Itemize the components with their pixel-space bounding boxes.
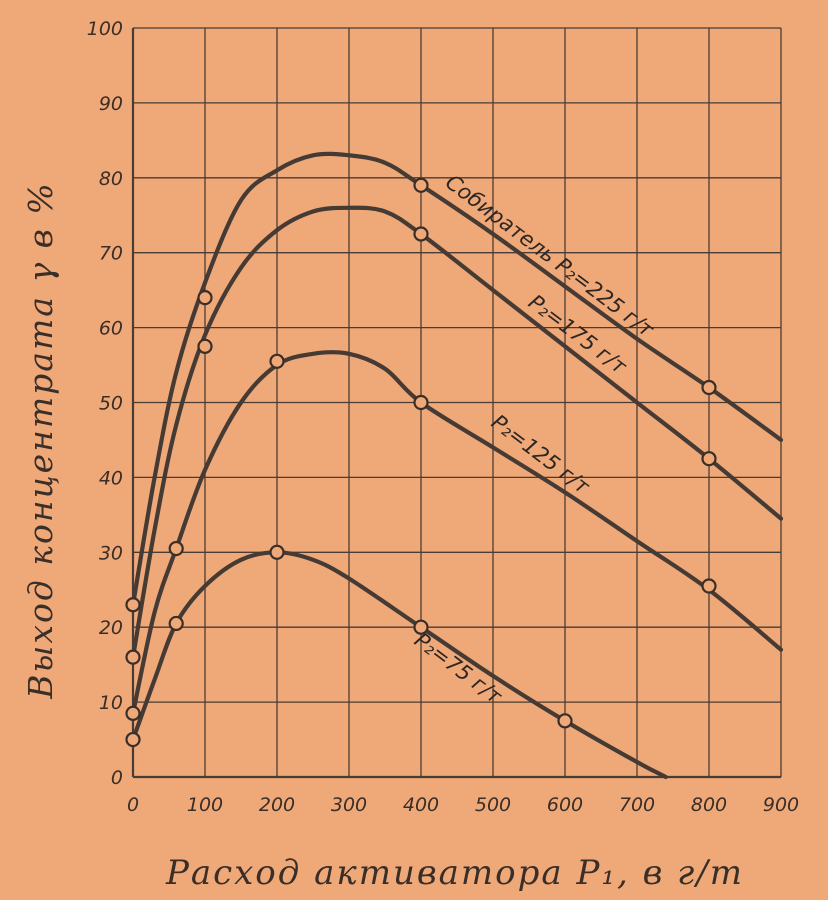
x-tick-label: 0 xyxy=(127,794,139,816)
data-point xyxy=(269,353,285,369)
data-point xyxy=(701,379,717,396)
series xyxy=(130,151,784,780)
y-tick-label: 0 xyxy=(111,767,123,789)
data-markers xyxy=(125,177,717,748)
y-tick-label: 100 xyxy=(87,18,123,40)
y-tick-label: 70 xyxy=(99,243,123,265)
y-axis-label: Выход концентрата γ в % xyxy=(21,181,60,699)
x-tick-label: 900 xyxy=(763,794,799,816)
series-label-75: Р₂=75 г/т xyxy=(410,628,507,709)
y-tick-label: 20 xyxy=(99,617,123,639)
data-point xyxy=(413,619,429,635)
data-point xyxy=(413,226,429,242)
x-tick-label: 300 xyxy=(331,794,367,816)
data-point xyxy=(168,540,184,557)
x-tick-label: 700 xyxy=(619,794,655,816)
tick-labels: 0 100 200 300 400 500 600 700 800 900 0 10 20 30 40 50 6… xyxy=(87,18,799,816)
x-tick-label: 600 xyxy=(547,794,583,816)
y-tick-label: 10 xyxy=(99,692,123,714)
x-tick-label: 100 xyxy=(187,794,223,816)
x-axis-label: Расход активатора Р₁, в г/т xyxy=(165,853,744,893)
y-tick-label: 80 xyxy=(99,168,123,190)
x-tick-label: 500 xyxy=(475,794,511,816)
x-tick-label: 400 xyxy=(403,794,439,816)
y-tick-label: 30 xyxy=(99,542,123,564)
y-tick-label: 40 xyxy=(99,467,123,489)
data-point xyxy=(269,544,285,560)
y-tick-label: 60 xyxy=(99,318,123,340)
data-point xyxy=(557,713,573,729)
data-point xyxy=(413,177,429,193)
series-line-0 xyxy=(130,151,784,607)
series-line-1 xyxy=(130,205,784,660)
data-point xyxy=(168,615,184,632)
data-point xyxy=(701,578,717,594)
data-point xyxy=(197,338,213,354)
data-point xyxy=(125,649,141,665)
y-tick-label: 50 xyxy=(99,393,123,415)
data-point xyxy=(701,451,717,467)
series-line-3 xyxy=(130,550,668,780)
series-line-2 xyxy=(130,350,784,716)
data-point xyxy=(197,290,213,306)
data-point xyxy=(125,731,141,748)
data-point xyxy=(125,705,141,721)
x-tick-label: 200 xyxy=(259,794,295,816)
data-point xyxy=(413,394,429,411)
grid xyxy=(131,27,782,779)
x-tick-label: 800 xyxy=(691,794,727,816)
y-tick-label: 90 xyxy=(99,93,123,115)
data-point xyxy=(125,597,141,613)
